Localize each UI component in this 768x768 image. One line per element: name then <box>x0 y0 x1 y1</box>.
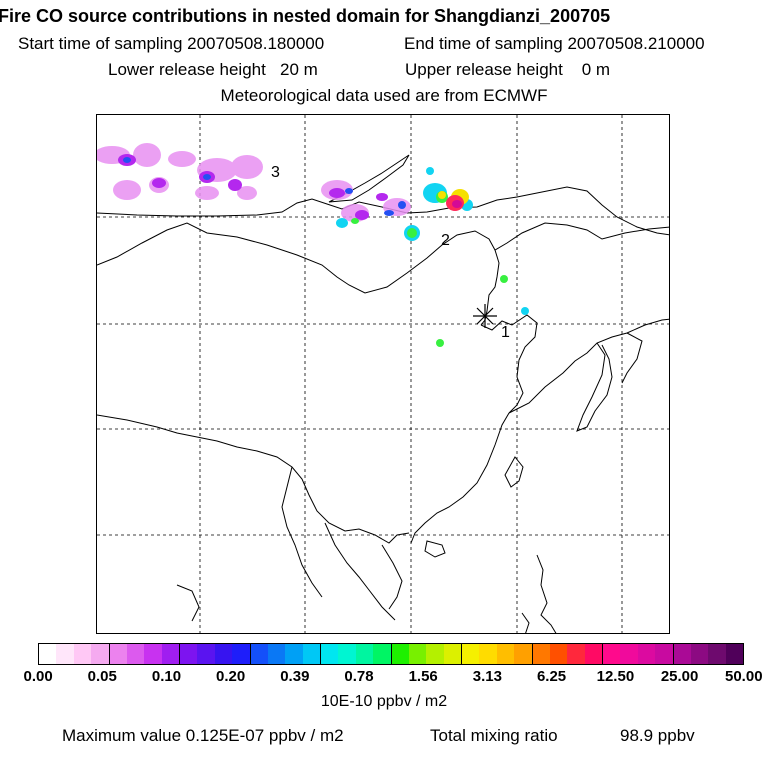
map-label-1: 1 <box>501 324 510 341</box>
colorbar-cell <box>584 644 603 664</box>
colorbar-cell <box>496 644 515 664</box>
colorbar-cell <box>479 644 497 664</box>
colorbar-cell <box>355 644 374 664</box>
total-mixing-value: 98.9 ppbv <box>620 726 695 745</box>
colorbar-cell <box>180 644 198 664</box>
colorbar-cell <box>708 644 726 664</box>
colorbar-tick-label: 0.20 <box>216 668 246 685</box>
colorbar-cell <box>285 644 303 664</box>
map-panel: 1 2 3 <box>96 114 670 634</box>
colorbar-cell <box>725 644 743 664</box>
colorbar-cell <box>214 644 233 664</box>
colorbar-cell <box>532 644 550 664</box>
lower-release-label: Lower release height 20 m <box>108 60 318 79</box>
colorbar-cell <box>39 644 57 664</box>
colorbar-tick-label: 12.50 <box>596 668 635 685</box>
colorbar-tick-label: 0.00 <box>23 668 53 685</box>
colorbar-tick-label: 0.05 <box>87 668 117 685</box>
colorbar-cell <box>56 644 74 664</box>
colorbar-tick-label: 6.25 <box>536 668 567 685</box>
map-canvas: 1 2 3 <box>97 115 669 633</box>
source-contribution-field <box>97 143 529 347</box>
colorbar-cell <box>391 644 409 664</box>
colorbar-cell <box>91 644 110 664</box>
colorbar-cell <box>655 644 674 664</box>
colorbar-cell <box>144 644 162 664</box>
page-title: Fire CO source contributions in nested d… <box>0 6 611 26</box>
colorbar-cell <box>637 644 656 664</box>
colorbar-cell <box>462 644 480 664</box>
colorbar-cell <box>426 644 444 664</box>
colorbar-cell <box>250 644 268 664</box>
colorbar-cell <box>73 644 92 664</box>
colorbar-cell <box>373 644 392 664</box>
colorbar-cell <box>161 644 180 664</box>
colorbar-cell <box>514 644 533 664</box>
colorbar-tick-label: 1.56 <box>408 668 438 685</box>
map-label-2: 2 <box>441 232 450 249</box>
colorbar-cell <box>109 644 127 664</box>
colorbar-tick-label: 0.10 <box>151 668 182 685</box>
colorbar-cell <box>620 644 638 664</box>
maximum-value-label: Maximum value 0.125E-07 ppbv / m2 <box>62 726 344 745</box>
colorbar-tick-label: 3.13 <box>472 668 502 685</box>
asterisk-icon <box>473 304 497 328</box>
colorbar-cell <box>567 644 585 664</box>
colorbar-cell <box>673 644 691 664</box>
map-gridlines <box>97 115 669 633</box>
map-label-3: 3 <box>271 164 280 181</box>
upper-release-label: Upper release height 0 m <box>405 60 611 79</box>
start-time-label: Start time of sampling 20070508.180000 <box>18 34 325 53</box>
colorbar-cell <box>197 644 215 664</box>
colorbar-cell <box>603 644 621 664</box>
colorbar-cell <box>321 644 339 664</box>
total-mixing-label: Total mixing ratio <box>430 726 558 745</box>
colorbar-cell <box>690 644 709 664</box>
map-boundaries <box>97 154 669 633</box>
met-data-label: Meteorological data used are from ECMWF <box>220 86 548 105</box>
colorbar-cell <box>302 644 321 664</box>
colorbar-cell <box>549 644 568 664</box>
colorbar-cell <box>443 644 462 664</box>
colorbar-cell <box>126 644 145 664</box>
colorbar-cell <box>338 644 356 664</box>
end-time-label: End time of sampling 20070508.210000 <box>404 34 705 53</box>
units-label: 10E-10 ppbv / m2 <box>320 693 448 710</box>
colorbar-tick-label: 50.00 <box>725 668 763 685</box>
colorbar-cell <box>408 644 427 664</box>
colorbar-tick-label: 0.78 <box>344 668 374 685</box>
colorbar-tick-label: 0.39 <box>280 668 310 685</box>
colorbar <box>38 643 744 665</box>
colorbar-cell <box>232 644 251 664</box>
colorbar-tick-label: 25.00 <box>660 668 699 685</box>
colorbar-cell <box>267 644 286 664</box>
